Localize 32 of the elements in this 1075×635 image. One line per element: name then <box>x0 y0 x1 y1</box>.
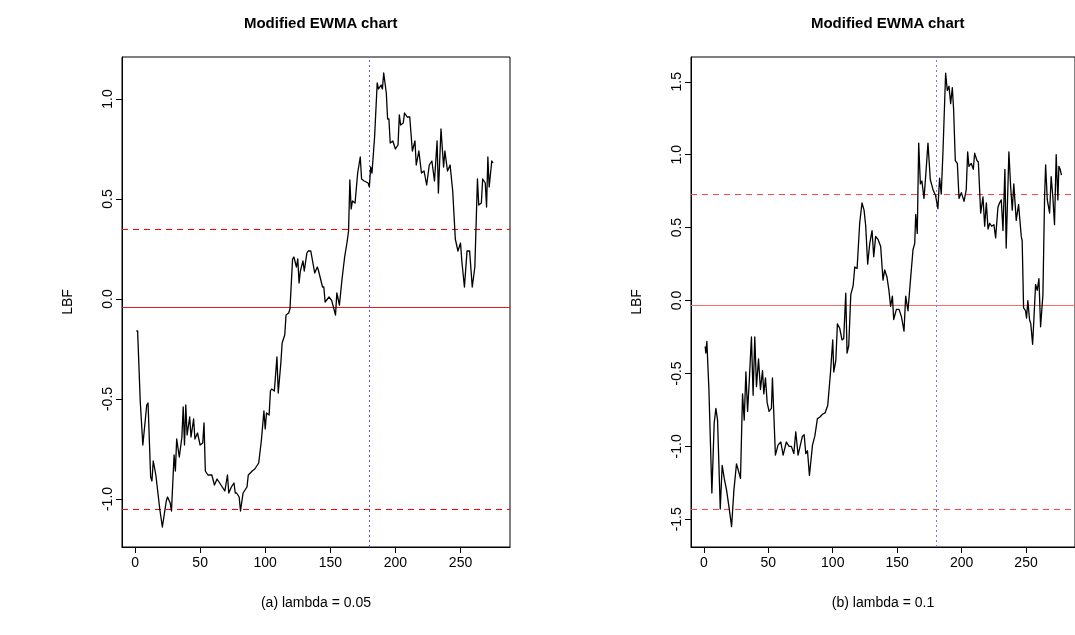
x-tick-label: 50 <box>192 554 209 570</box>
y-tick-label: -1.0 <box>667 434 684 459</box>
y-tick-label: -1.0 <box>99 486 115 512</box>
y-tick-label: 1.5 <box>667 71 684 92</box>
x-tick-label: 250 <box>1013 554 1038 570</box>
y-tick-label: -0.5 <box>667 361 684 386</box>
chart-title: Modified EWMA chart <box>243 14 398 31</box>
x-axis-title: (b) lambda = 0.1 <box>831 594 934 610</box>
x-axis-title: (a) lambda = 0.05 <box>260 594 372 610</box>
line-series <box>135 72 494 528</box>
line-series <box>704 72 1062 528</box>
y-axis-title: LBF <box>59 289 75 315</box>
y-tick-label: 0.5 <box>667 217 684 238</box>
x-tick-label: 0 <box>131 554 140 570</box>
y-tick-label: 1.0 <box>99 89 115 109</box>
y-tick-label: 0.0 <box>667 290 684 311</box>
x-tick-label: 150 <box>318 554 343 570</box>
x-tick-label: 200 <box>949 554 973 570</box>
y-tick-label: -0.5 <box>99 386 115 412</box>
x-tick-label: 150 <box>884 554 909 570</box>
x-tick-label: 100 <box>253 554 278 570</box>
x-tick-label: 250 <box>448 554 473 570</box>
y-axis-title: LBF <box>627 289 644 315</box>
x-tick-label: 0 <box>699 554 708 570</box>
y-tick-label: -1.5 <box>667 507 684 532</box>
x-tick-label: 200 <box>383 554 408 570</box>
y-tick-label: 0.5 <box>99 189 115 209</box>
y-tick-label: 1.0 <box>667 144 684 165</box>
x-tick-label: 50 <box>760 554 776 570</box>
y-tick-label: 0.0 <box>99 289 115 309</box>
x-tick-label: 100 <box>820 554 845 570</box>
chart-title: Modified EWMA chart <box>810 14 965 31</box>
